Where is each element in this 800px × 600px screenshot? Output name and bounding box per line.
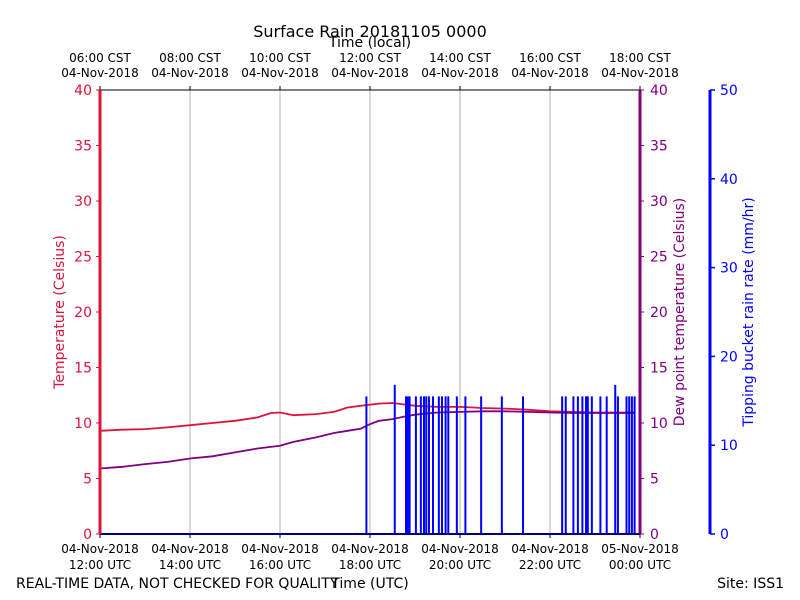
y-right1-tick-label: 10	[650, 416, 668, 432]
x-top-tick-label: 04-Nov-2018	[601, 66, 679, 80]
x-top-tick-label: 04-Nov-2018	[151, 66, 229, 80]
x-bottom-tick-label: 04-Nov-2018	[421, 542, 499, 556]
y-left-tick-label: 35	[74, 139, 92, 155]
y-right2-tick-label: 20	[720, 349, 738, 365]
dew-point-line	[99, 410, 636, 470]
data-marks	[99, 384, 640, 535]
y-left-tick-label: 25	[74, 250, 92, 266]
x-bottom-tick-label: 16:00 UTC	[249, 558, 311, 572]
chart-title: Surface Rain 20181105 0000	[253, 22, 487, 41]
y-right1-tick-label: 15	[650, 361, 668, 377]
x-bottom-tick-label: 04-Nov-2018	[511, 542, 589, 556]
y-right2-tick-label: 10	[720, 438, 738, 454]
y-right2-tick-label: 30	[720, 261, 738, 277]
y-right1-tick-label: 30	[650, 194, 668, 210]
x-bottom-tick-label: 04-Nov-2018	[241, 542, 319, 556]
x-bottom-tick-label: 12:00 UTC	[69, 558, 131, 572]
axes: 0 5 10 15 20 25 30 35 40 0 5 10 15 20 25 30 35 40 0 10 20 30 4…	[61, 51, 738, 572]
y-left-axis-label: Temperature (Celsius)	[52, 235, 68, 390]
y-left-tick-label: 20	[74, 305, 92, 321]
x-top-tick-label: 04-Nov-2018	[331, 66, 409, 80]
x-top-tick-label: 04-Nov-2018	[241, 66, 319, 80]
y-right2-axis-label: Tipping bucket rain rate (mm/hr)	[741, 197, 757, 427]
y-right2-tick-label: 0	[720, 527, 729, 543]
y-right1-tick-label: 40	[650, 83, 668, 99]
y-right1-tick-label: 20	[650, 305, 668, 321]
y-right2-tick-label: 40	[720, 172, 738, 188]
x-bottom-tick-label: 18:00 UTC	[339, 558, 401, 572]
y-left-tick-label: 10	[74, 416, 92, 432]
y-left-tick-label: 0	[83, 527, 92, 543]
y-left-tick-label: 15	[74, 361, 92, 377]
x-top-tick-label: 10:00 CST	[249, 51, 311, 65]
x-top-tick-label: 14:00 CST	[429, 51, 491, 65]
quality-disclaimer: REAL-TIME DATA, NOT CHECKED FOR QUALITY	[16, 576, 339, 592]
x-top-tick-label: 16:00 CST	[519, 51, 581, 65]
y-right1-tick-label: 25	[650, 250, 668, 266]
x-top-tick-label: 12:00 CST	[339, 51, 401, 65]
grid-lines	[189, 90, 551, 534]
x-top-tick-label: 08:00 CST	[159, 51, 221, 65]
y-left-tick-label: 5	[83, 472, 92, 488]
x-bottom-tick-label: 14:00 UTC	[159, 558, 221, 572]
temperature-line	[99, 402, 636, 432]
x-top-tick-label: 04-Nov-2018	[61, 66, 139, 80]
site-label: Site: ISS1	[717, 576, 784, 592]
x-top-tick-label: 06:00 CST	[69, 51, 131, 65]
y-left-tick-label: 40	[74, 83, 92, 99]
x-bottom-tick-label: 04-Nov-2018	[61, 542, 139, 556]
y-left-tick-label: 30	[74, 194, 92, 210]
y-right1-tick-label: 35	[650, 139, 668, 155]
x-top-axis-label: Time (local)	[328, 35, 411, 51]
x-bottom-tick-label: 04-Nov-2018	[331, 542, 409, 556]
x-bottom-tick-label: 04-Nov-2018	[151, 542, 229, 556]
x-bottom-tick-label: 05-Nov-2018	[601, 542, 679, 556]
x-top-tick-label: 04-Nov-2018	[511, 66, 589, 80]
y-right1-tick-label: 0	[650, 527, 659, 543]
x-bottom-tick-label: 00:00 UTC	[609, 558, 671, 572]
y-right1-axis-label: Dew point temperature (Celsius)	[672, 198, 688, 426]
y-right1-tick-label: 5	[650, 472, 659, 488]
x-top-tick-label: 04-Nov-2018	[421, 66, 499, 80]
x-top-tick-label: 18:00 CST	[609, 51, 671, 65]
x-bottom-tick-label: 22:00 UTC	[519, 558, 581, 572]
x-bottom-tick-label: 20:00 UTC	[429, 558, 491, 572]
x-bottom-axis-label: Time (UTC)	[330, 576, 408, 592]
y-right2-tick-label: 50	[720, 83, 738, 99]
